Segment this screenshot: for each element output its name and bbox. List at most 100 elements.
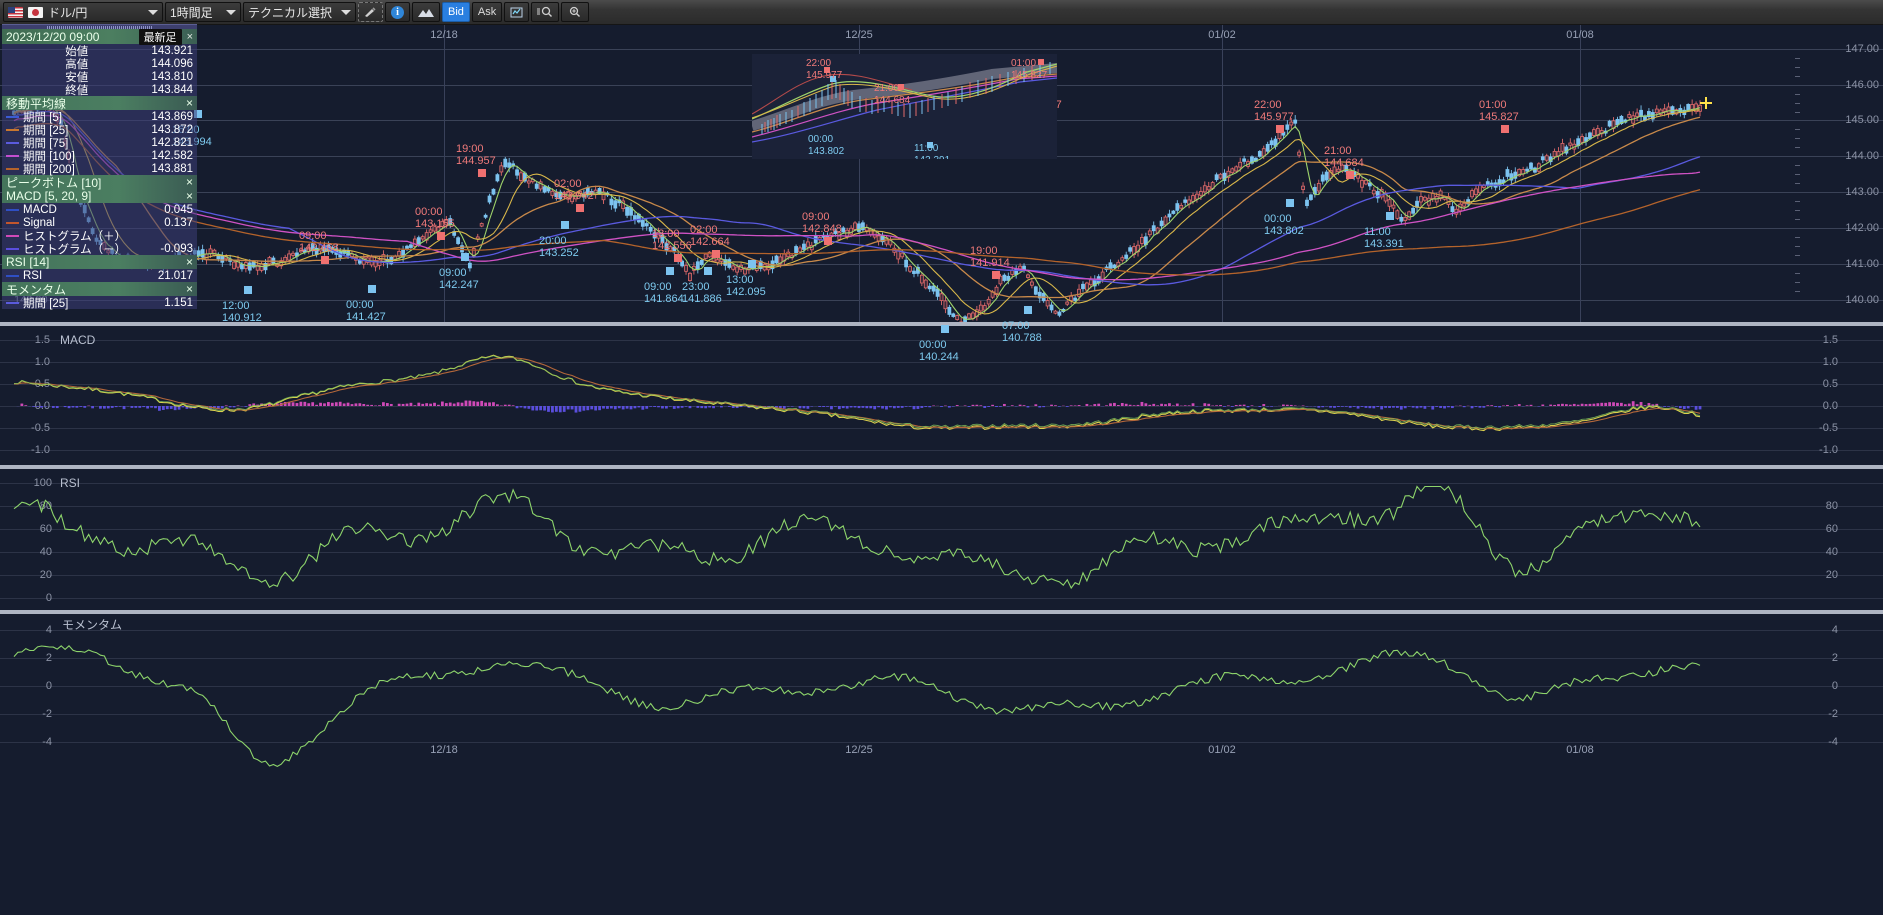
ma-value: 143.869: [151, 110, 193, 123]
legend-swatch: [6, 154, 19, 157]
indicator-info-panel[interactable]: 2023/12/20 09:00 最新足 × 始値 143.921 高値 144…: [2, 24, 197, 310]
annotation-price: 145.827: [1479, 111, 1519, 123]
timeframe-selector[interactable]: 1時間足: [165, 2, 241, 22]
peak-bottom-label: 00:00 143.802: [1264, 213, 1304, 237]
ohlc-label: 終値: [65, 84, 89, 97]
chart-type-icon[interactable]: [504, 2, 530, 22]
peak-bottom-label: 09:00 142.848: [802, 211, 842, 235]
close-icon[interactable]: ×: [186, 30, 193, 43]
ma-label: 期間 [75]: [23, 137, 69, 150]
quote-datetime: 2023/12/20 09:00: [6, 29, 100, 44]
peak-bottom-marker: [824, 237, 832, 245]
momentum-section-title: モメンタム: [6, 282, 67, 297]
peak-bottom-marker: [712, 250, 720, 258]
symbol-selector[interactable]: ドル/円: [3, 2, 163, 22]
vgrid: [444, 25, 445, 322]
panel-divider[interactable]: [0, 322, 1883, 326]
chevron-down-icon: [341, 9, 352, 15]
rsi-panel-title: RSI: [60, 476, 81, 490]
info-icon[interactable]: i: [385, 2, 411, 22]
peak-bottom-label: 19:00 141.914: [970, 245, 1010, 269]
peak-bottom-label: 00:00 141.427: [346, 299, 386, 323]
rsi-section-title: RSI [14]: [6, 255, 50, 269]
macd-tick: -0.5: [31, 422, 50, 434]
price-axis-tick: 145.00: [1845, 114, 1879, 126]
annotation-price: 142.247: [439, 279, 479, 291]
close-icon[interactable]: ×: [185, 175, 193, 189]
x-tick-bottom: 12/25: [845, 744, 873, 756]
rsi-tick: 0: [45, 592, 52, 604]
peak-bottom-marker: [1346, 171, 1354, 179]
close-icon[interactable]: ×: [185, 255, 193, 269]
rsi-panel[interactable]: RSI 100 80 60 40 20 0 80 60 40 20: [0, 469, 1883, 610]
zoom-in-icon[interactable]: [561, 2, 590, 22]
timeframe-label: 1時間足: [170, 5, 213, 20]
ohlc-value: 143.921: [151, 44, 193, 57]
rsi-tick: 20: [39, 569, 52, 581]
zoom-out-icon[interactable]: [531, 2, 560, 22]
close-icon[interactable]: ×: [185, 96, 193, 110]
annotation-price: 144.684: [874, 95, 911, 106]
annotation-time: 13:00: [726, 274, 754, 286]
annotation-price: 143.802: [1264, 225, 1304, 237]
inset-mini-chart[interactable]: 22:00 145.977 21:00 144.684 01:00 145.827 00:0…: [752, 54, 1057, 159]
mountain-icon[interactable]: [412, 2, 441, 22]
annotation-price: 143.391: [914, 155, 950, 159]
peak-bottom-label: 22:00 145.977: [1254, 99, 1294, 123]
panel-divider[interactable]: [0, 610, 1883, 614]
momentum-panel[interactable]: モメンタム 4 2 0 -2 -4 4 2 0 -2 -4 12/18 12/2…: [0, 614, 1883, 915]
legend-swatch: [6, 301, 19, 304]
ma-label: 期間 [100]: [23, 150, 75, 163]
annotation-time: 07:00: [1002, 320, 1030, 332]
peak-bottom-marker: [244, 286, 252, 294]
annotation-time: 01:00: [1011, 58, 1037, 69]
peak-bottom-marker: [194, 110, 202, 118]
legend-swatch: [6, 221, 19, 224]
macd-panel[interactable]: MACD 1.5 1.0 0.5 0.0 -0.5 -1.0 1.5 1.0 0…: [0, 326, 1883, 465]
rsi-label: RSI: [23, 269, 43, 282]
pencil-icon[interactable]: [358, 2, 384, 22]
momentum-plot: [13, 645, 1701, 768]
ohlc-label: 始値: [65, 45, 89, 58]
macd-label: MACD: [23, 203, 57, 216]
annotation-time: 20:00: [539, 235, 567, 247]
ask-toggle[interactable]: Ask: [471, 2, 503, 22]
annotation-price: 142.468: [299, 242, 339, 254]
bid-toggle[interactable]: Bid: [442, 2, 470, 22]
peak-bottom-label: 19:00 144.957: [456, 143, 496, 167]
close-icon[interactable]: ×: [185, 282, 193, 296]
momentum-tick-right: 0: [1831, 680, 1838, 692]
annotation-price: 143.802: [808, 146, 845, 157]
peak-bottom-marker: [748, 260, 756, 268]
rsi-tick: 100: [33, 477, 52, 489]
legend-swatch: [6, 115, 19, 118]
rsi-value: 21.017: [157, 269, 193, 282]
annotation-price: 140.788: [1002, 332, 1042, 344]
panel-scroll-handle[interactable]: [2, 24, 197, 29]
inset-plot: [752, 54, 1057, 159]
close-icon[interactable]: ×: [185, 189, 193, 203]
annotation-time: 23:00: [682, 281, 710, 293]
annotation-time: 00:00: [808, 134, 834, 145]
technical-select-button[interactable]: テクニカル選択: [243, 2, 357, 22]
peak-bottom-marker: [576, 204, 584, 212]
legend-swatch: [6, 128, 19, 131]
ohlc-value: 143.844: [151, 83, 193, 96]
legend-swatch: [6, 234, 19, 237]
peak-bottom-marker: [461, 253, 469, 261]
annotation-time: 22:00: [1254, 99, 1282, 111]
peak-bottom-marker: [1024, 306, 1032, 314]
annotation-price: 141.914: [970, 257, 1010, 269]
rsi-section-header: RSI [14] ×: [2, 255, 197, 269]
peak-bottom-label: 00:00 143.155: [415, 206, 455, 230]
peak-bottom-label: 23:00 141.886: [682, 281, 722, 305]
rsi-tick: 60: [39, 523, 52, 535]
panel-divider[interactable]: [0, 465, 1883, 469]
annotation-price: 143.155: [415, 218, 455, 230]
x-tick-top: 12/25: [845, 29, 873, 41]
annotation-time: 21:00: [1324, 145, 1352, 157]
legend-swatch: [6, 141, 19, 144]
peakbottom-section-header: ピークボトム [10] ×: [2, 175, 197, 190]
